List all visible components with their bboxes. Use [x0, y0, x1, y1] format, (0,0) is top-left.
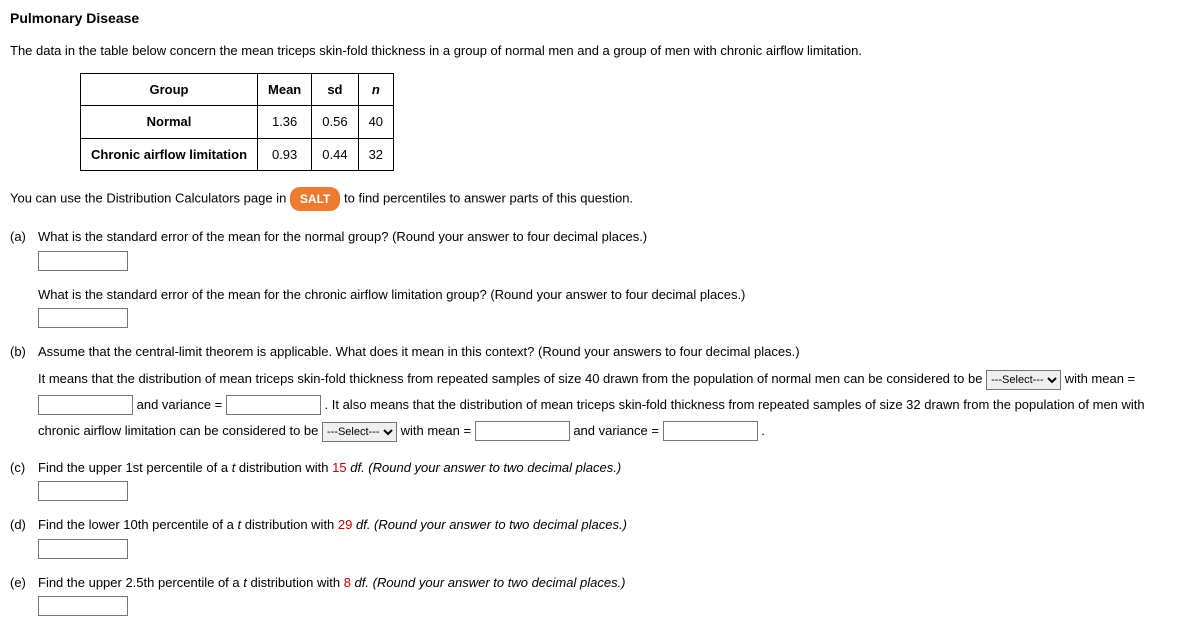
row-sd: 0.44	[312, 138, 358, 171]
row-n: 40	[358, 106, 393, 139]
data-table: Group Mean sd n Normal 1.36 0.56 40 Chro…	[80, 73, 394, 172]
part-d-pre: Find the lower 10th percentile of a	[38, 517, 237, 532]
part-d-df: 29	[338, 517, 352, 532]
row-mean: 0.93	[258, 138, 312, 171]
part-e-post: df. (Round your answer to two decimal pl…	[351, 575, 626, 590]
col-header-n: n	[358, 73, 393, 106]
part-b-t5: with mean =	[401, 423, 475, 438]
part-a-label: (a)	[10, 227, 38, 271]
salt-badge[interactable]: SALT	[290, 187, 340, 211]
part-d-mid: distribution with	[241, 517, 338, 532]
table-row: Chronic airflow limitation 0.93 0.44 32	[81, 138, 394, 171]
answer-input-e[interactable]	[38, 596, 128, 616]
part-b-t1: It means that the distribution of mean t…	[38, 371, 986, 386]
col-header-mean: Mean	[258, 73, 312, 106]
salt-suffix: to find percentiles to answer parts of t…	[344, 190, 633, 205]
part-e-label: (e)	[10, 573, 38, 617]
part-a-q2: What is the standard error of the mean f…	[38, 285, 1190, 305]
salt-prefix: You can use the Distribution Calculators…	[10, 190, 290, 205]
select-dist-1[interactable]: ---Select---	[986, 370, 1061, 390]
answer-input-b-var2[interactable]	[663, 421, 758, 441]
part-a-q1: What is the standard error of the mean f…	[38, 227, 1190, 247]
row-mean: 1.36	[258, 106, 312, 139]
part-c-mid: distribution with	[235, 460, 332, 475]
part-e-pre: Find the upper 2.5th percentile of a	[38, 575, 243, 590]
row-sd: 0.56	[312, 106, 358, 139]
part-b-t7: .	[761, 423, 765, 438]
part-b-t6: and variance =	[573, 423, 662, 438]
part-b-t2: with mean =	[1065, 371, 1135, 386]
part-d-label: (d)	[10, 515, 38, 559]
answer-input-c[interactable]	[38, 481, 128, 501]
part-c-post: df. (Round your answer to two decimal pl…	[347, 460, 622, 475]
part-e: (e) Find the upper 2.5th percentile of a…	[10, 573, 1190, 617]
answer-input-b-mean1[interactable]	[38, 395, 133, 415]
part-e-df: 8	[344, 575, 351, 590]
answer-input-b-mean2[interactable]	[475, 421, 570, 441]
row-group: Chronic airflow limitation	[81, 138, 258, 171]
salt-instruction: You can use the Distribution Calculators…	[10, 187, 1190, 211]
page-title: Pulmonary Disease	[10, 8, 1190, 29]
row-group: Normal	[81, 106, 258, 139]
part-d-post: df. (Round your answer to two decimal pl…	[352, 517, 627, 532]
part-c: (c) Find the upper 1st percentile of a t…	[10, 458, 1190, 502]
part-a-q2-block: What is the standard error of the mean f…	[38, 285, 1190, 329]
col-header-sd: sd	[312, 73, 358, 106]
part-b: (b) Assume that the central-limit theore…	[10, 342, 1190, 444]
part-b-label: (b)	[10, 342, 38, 444]
part-c-df: 15	[332, 460, 346, 475]
answer-input-a2[interactable]	[38, 308, 128, 328]
row-n: 32	[358, 138, 393, 171]
part-b-t3: and variance =	[137, 397, 226, 412]
answer-input-b-var1[interactable]	[226, 395, 321, 415]
part-b-lead: Assume that the central-limit theorem is…	[38, 342, 1190, 362]
select-dist-2[interactable]: ---Select---	[322, 422, 397, 442]
part-a: (a) What is the standard error of the me…	[10, 227, 1190, 271]
intro-text: The data in the table below concern the …	[10, 41, 1190, 61]
part-d: (d) Find the lower 10th percentile of a …	[10, 515, 1190, 559]
table-row: Normal 1.36 0.56 40	[81, 106, 394, 139]
part-e-mid: distribution with	[247, 575, 344, 590]
answer-input-a1[interactable]	[38, 251, 128, 271]
col-header-group: Group	[81, 73, 258, 106]
answer-input-d[interactable]	[38, 539, 128, 559]
part-c-label: (c)	[10, 458, 38, 502]
part-c-pre: Find the upper 1st percentile of a	[38, 460, 232, 475]
